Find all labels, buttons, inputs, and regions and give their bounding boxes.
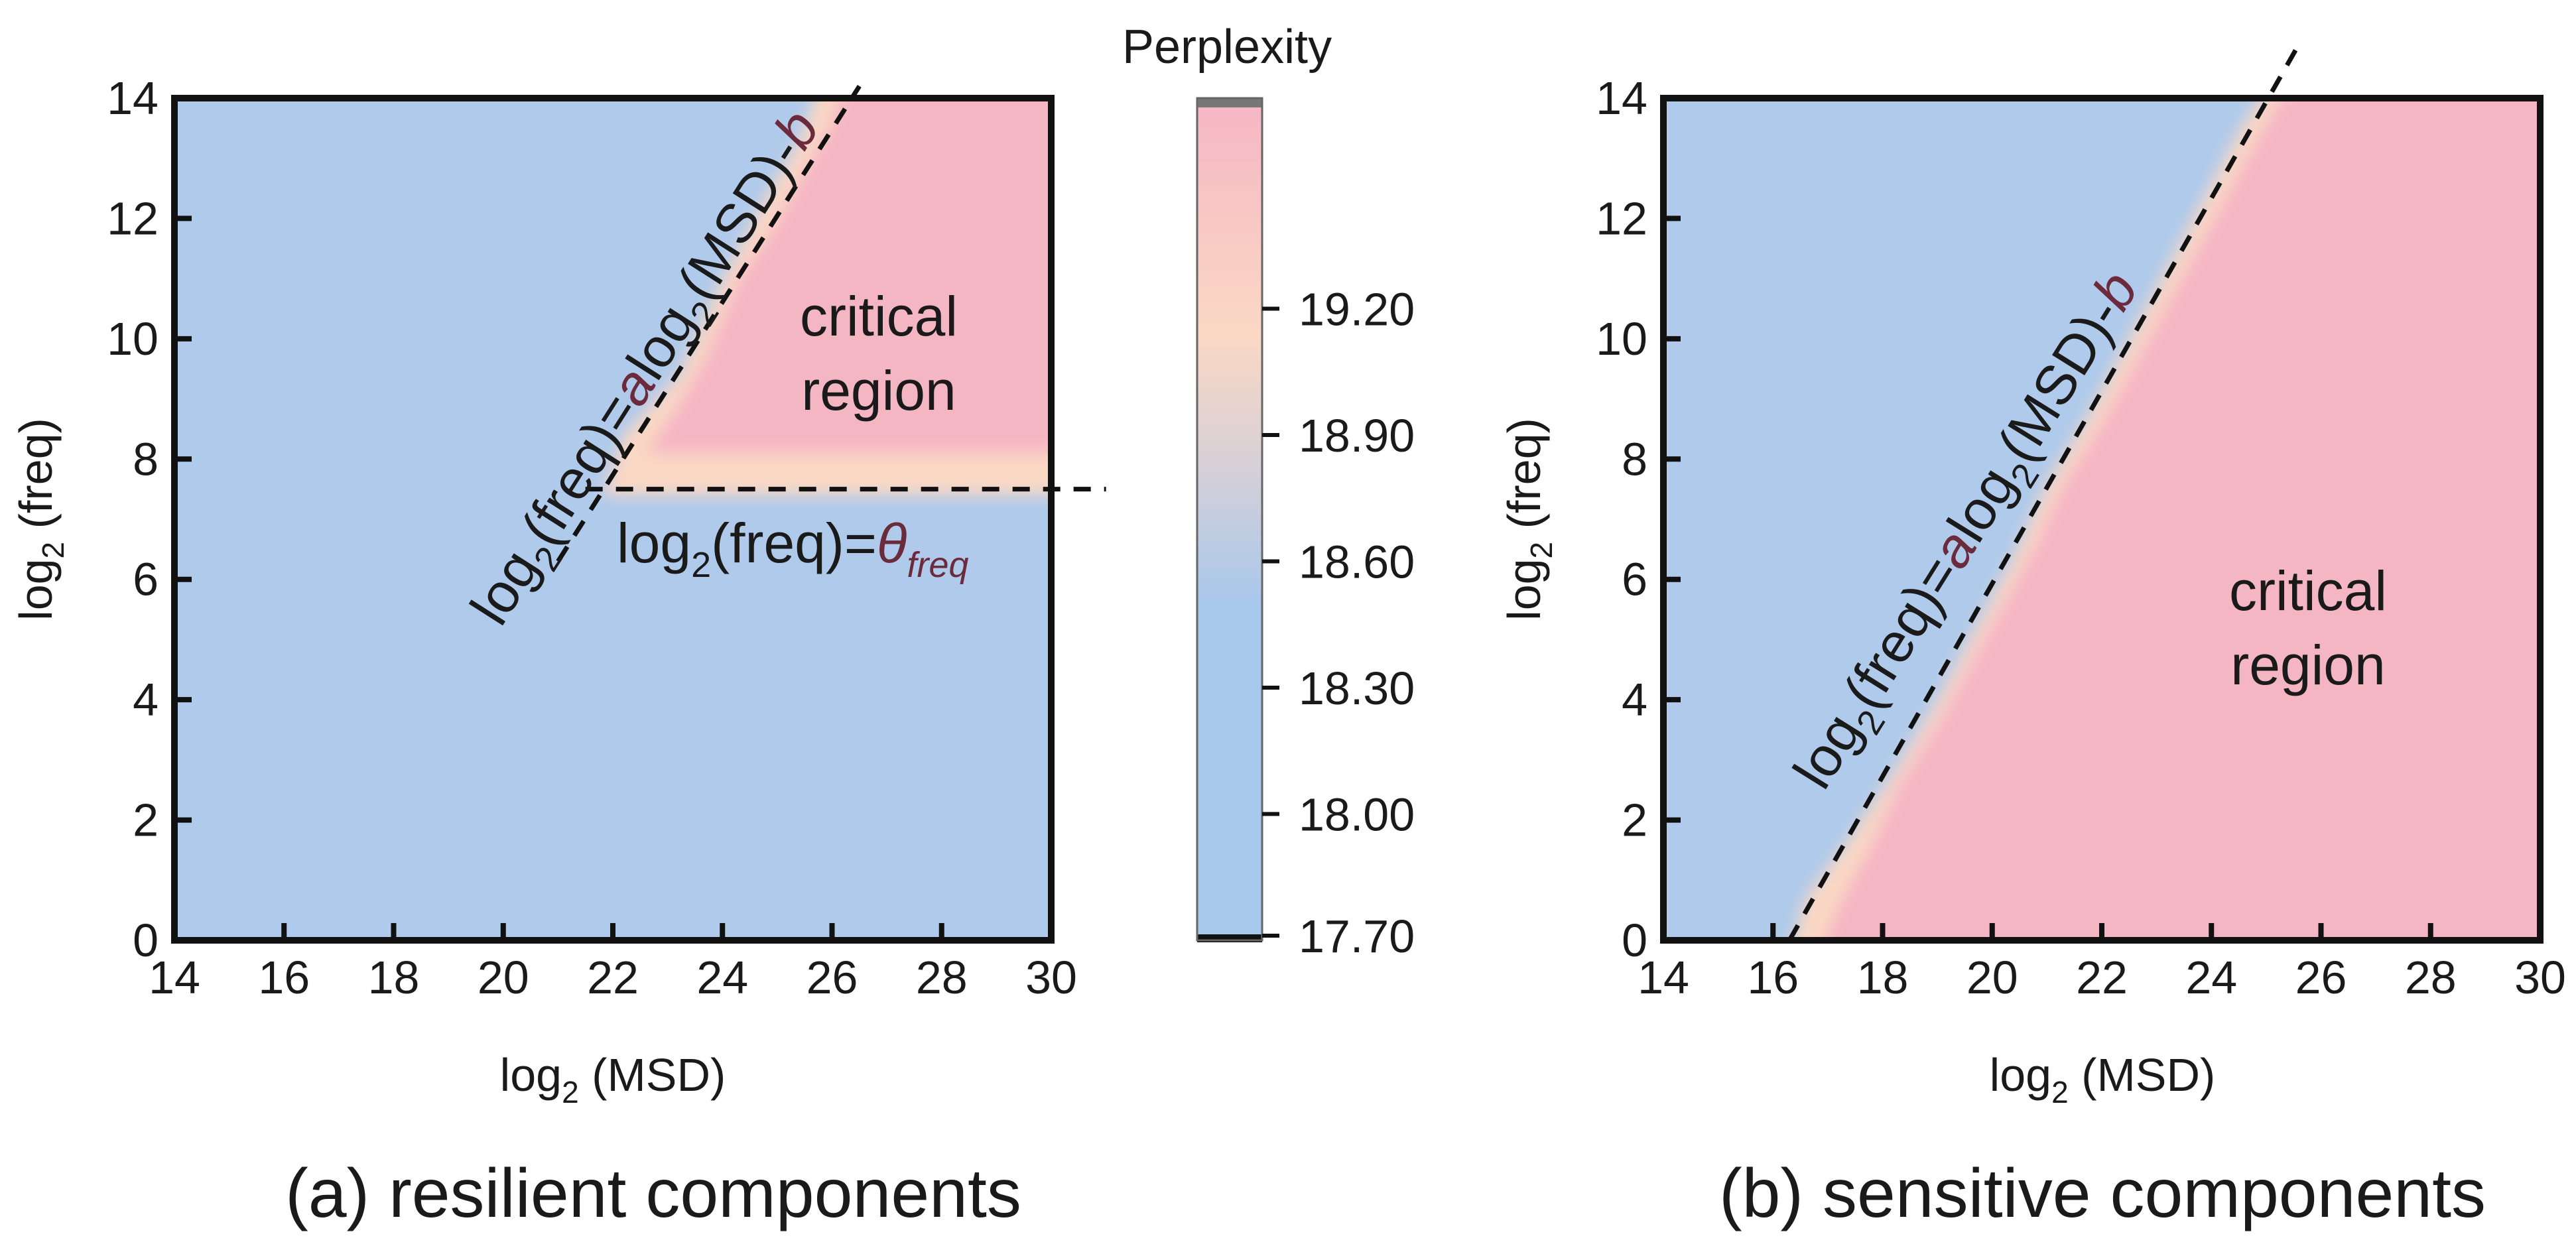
panel-a-xtick-label: 24 <box>696 952 748 1003</box>
panel-a-xtick-label: 22 <box>587 952 639 1003</box>
panel-b-xlabel: log2 (MSD) <box>1990 1049 2216 1109</box>
panel-a-xtick-label: 26 <box>806 952 858 1003</box>
colorbar-tick-label: 19.20 <box>1299 284 1415 336</box>
panel-a-xtick-label: 14 <box>149 952 200 1003</box>
panel-a-ylabel: log2 (freq) <box>10 418 70 621</box>
panel-a-ytick-label: 12 <box>107 192 159 244</box>
panel-a-ytick-label: 0 <box>133 914 159 966</box>
panel-b-ytick-label: 4 <box>1622 674 1647 725</box>
panel-b-critical-region <box>1823 98 2540 940</box>
panel-b-xticks: 14 16 18 20 22 24 26 28 30 <box>1638 923 2566 1003</box>
panel-a-critical-label-line1: critical <box>800 285 958 347</box>
panel-a-ytick-label: 14 <box>107 72 159 124</box>
panel-a-xtick-label: 16 <box>258 952 310 1003</box>
panel-b-ytick-label: 8 <box>1622 433 1647 485</box>
panel-b-xtick-label: 30 <box>2514 952 2566 1003</box>
panel-a-xlabel: log2 (MSD) <box>500 1049 726 1109</box>
panel-b-xtick-label: 28 <box>2405 952 2457 1003</box>
panel-b-xtick-label: 24 <box>2185 952 2237 1003</box>
colorbar-gradient <box>1197 98 1262 940</box>
colorbar-tick-label: 17.70 <box>1299 910 1415 962</box>
panel-a-caption: (a) resilient components <box>285 1155 1021 1232</box>
panel-b-yticks: 0 2 4 6 8 10 12 14 <box>1596 72 1681 966</box>
colorbar-tick-label: 18.30 <box>1299 662 1415 714</box>
panel-b-ytick-label: 12 <box>1596 192 1647 244</box>
panel-b-xtick-label: 20 <box>1966 952 2018 1003</box>
colorbar: Perplexity 17.70 18.00 18.30 18.60 18.90 19.2… <box>1122 21 1415 962</box>
panel-b-heatmap <box>1663 98 2540 940</box>
panel-b-ylabel: log2 (freq) <box>1498 418 1559 621</box>
panel-b-xtick-label: 18 <box>1857 952 1909 1003</box>
panel-a-xtick-label: 28 <box>916 952 968 1003</box>
colorbar-tick-label: 18.00 <box>1299 789 1415 841</box>
colorbar-title: Perplexity <box>1122 21 1332 74</box>
panel-b-critical-label-line2: region <box>2230 634 2386 696</box>
panel-a-yticks: 0 2 4 6 8 10 12 14 <box>107 72 192 966</box>
colorbar-frame <box>1196 97 1263 942</box>
panel-b-critical-label-line1: critical <box>2229 560 2387 622</box>
panel-a-xtick-label: 20 <box>478 952 529 1003</box>
panel-a-ytick-label: 10 <box>107 313 159 365</box>
colorbar-ticks: 17.70 18.00 18.30 18.60 18.90 19.20 <box>1262 284 1415 962</box>
panel-a-critical-label-line2: region <box>801 359 956 422</box>
panel-b-xtick-label: 16 <box>1747 952 1799 1003</box>
colorbar-cap-high <box>1197 98 1262 107</box>
panel-a-xticks: 14 16 18 20 22 24 26 28 30 <box>149 923 1077 1003</box>
panel-b-ytick-label: 0 <box>1622 914 1647 966</box>
panel-b-boundary-line <box>1787 42 2301 942</box>
panel-b-ytick-label: 2 <box>1622 794 1647 846</box>
panel-a-boundary-line <box>556 84 862 563</box>
panel-a-ytick-label: 4 <box>133 674 159 725</box>
panel-b-xtick-label: 22 <box>2076 952 2128 1003</box>
panel-b-xtick-label: 14 <box>1638 952 1689 1003</box>
panel-a-critical-region <box>645 98 1051 454</box>
panel-a-ytick-label: 6 <box>133 554 159 605</box>
panel-b-ytick-label: 6 <box>1622 554 1647 605</box>
panel-a-ytick-label: 8 <box>133 433 159 485</box>
panel-b-ytick-label: 10 <box>1596 313 1647 365</box>
panel-b-ytick-label: 14 <box>1596 72 1647 124</box>
panel-a-heatmap <box>174 98 1051 940</box>
panel-a-threshold-label: log2(freq)=θfreq <box>617 512 969 585</box>
panel-b-caption: (b) sensitive components <box>1719 1155 2486 1232</box>
panel-a-xtick-label: 30 <box>1025 952 1077 1003</box>
colorbar-tick-label: 18.90 <box>1299 410 1415 462</box>
panel-b-xtick-label: 26 <box>2295 952 2347 1003</box>
panel-a-ytick-label: 2 <box>133 794 159 846</box>
colorbar-tick-label: 18.60 <box>1299 536 1415 588</box>
panel-a-xtick-label: 18 <box>368 952 420 1003</box>
